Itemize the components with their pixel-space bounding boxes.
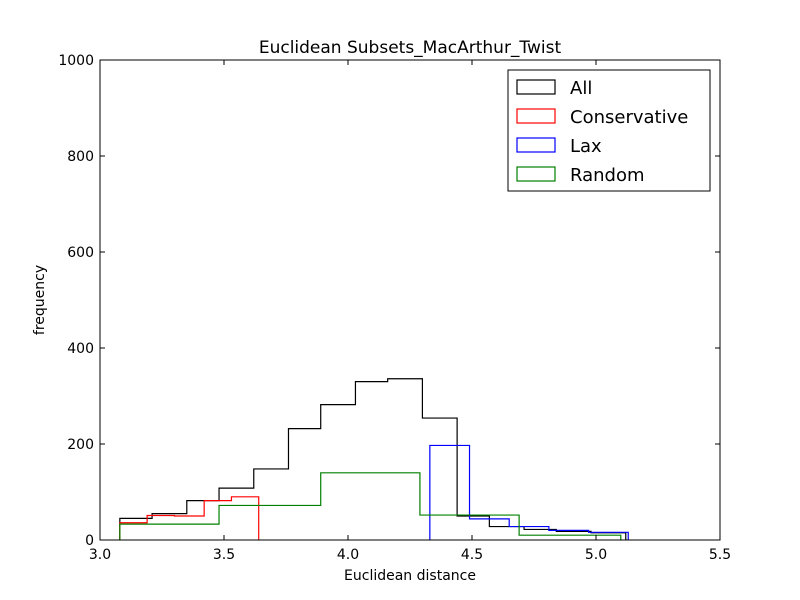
legend-label: Lax (570, 136, 602, 157)
y-tick-label: 0 (85, 533, 94, 549)
legend-swatch (516, 79, 556, 95)
y-tick-label: 200 (67, 437, 94, 453)
axes-frame (99, 59, 721, 541)
x-tick-label: 4.5 (461, 547, 483, 563)
legend-label: All (570, 78, 592, 99)
x-axis-label: Euclidean distance (344, 568, 476, 584)
series-lax (429, 444, 629, 540)
y-axis-label: frequency (32, 265, 48, 335)
y-tick-label: 1000 (58, 53, 94, 69)
histogram-outline-random (119, 472, 622, 540)
legend-label: Conservative (570, 107, 688, 128)
x-tick-label: 3.5 (213, 547, 235, 563)
ticks-layer: 3.0 3.5 4.0 4.5 5.0 5.5 0 200 400 600 800 1000 (58, 53, 731, 563)
legend-entry-random: Random (516, 165, 645, 186)
legend-swatch (516, 166, 556, 182)
x-tick-label: 4.0 (337, 547, 359, 563)
series-layer (119, 378, 629, 540)
y-tick-label: 400 (67, 341, 94, 357)
legend-entry-lax: Lax (516, 136, 602, 157)
x-tick-label: 5.0 (585, 547, 607, 563)
x-tick-label: 3.0 (89, 547, 111, 563)
x-tick-label: 5.5 (709, 547, 731, 563)
histogram-outline-lax (429, 444, 629, 540)
legend-box (507, 69, 711, 192)
chart-title: Euclidean Subsets_MacArthur_Twist (259, 38, 562, 58)
legend-swatch (516, 137, 556, 153)
legend-swatch (516, 108, 556, 124)
legend-label: Random (570, 165, 645, 186)
histogram-outline-all (119, 378, 627, 540)
series-random (119, 472, 622, 540)
series-all (119, 378, 627, 540)
y-tick-label: 800 (67, 149, 94, 165)
y-tick-label: 600 (67, 245, 94, 261)
legend: All Conservative Lax Random (507, 69, 711, 192)
legend-entry-all: All (516, 78, 592, 99)
legend-entry-conservative: Conservative (516, 107, 688, 128)
series-conservative (119, 496, 260, 540)
histogram-outline-conservative (119, 496, 260, 540)
